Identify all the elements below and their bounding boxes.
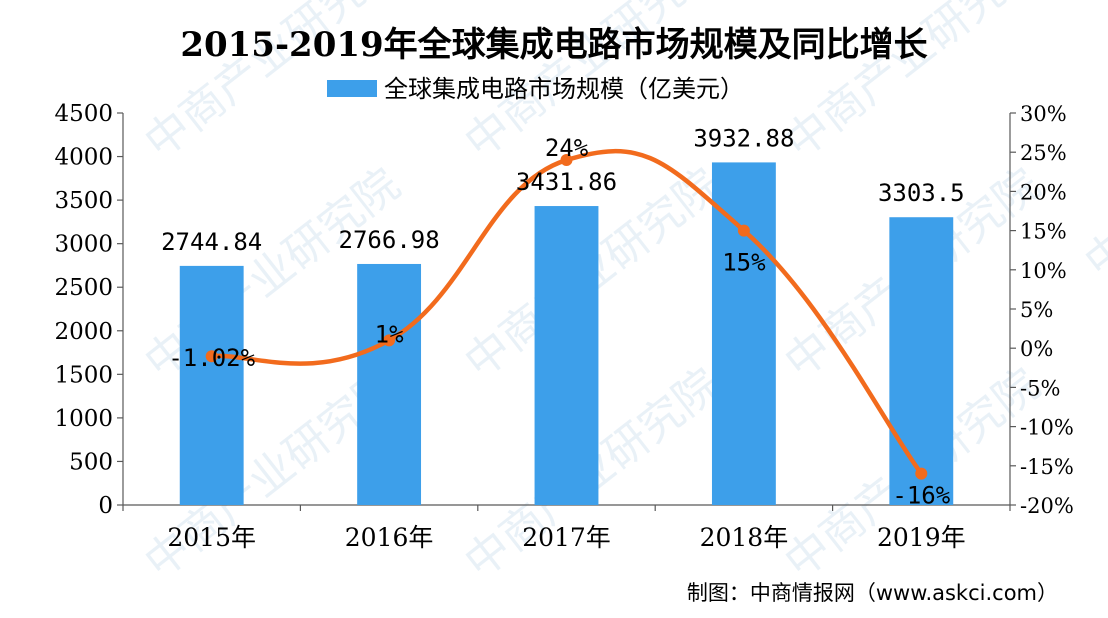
bar	[889, 217, 954, 505]
source-note: 制图：中商情报网（www.askci.com）	[687, 581, 1058, 605]
x-tick-label: 2015年	[167, 523, 256, 552]
y-left-tick-label: 2000	[54, 319, 113, 345]
y-right-tick-label: 30%	[1020, 102, 1067, 126]
bar	[711, 162, 776, 505]
line-point	[383, 334, 396, 347]
legend: 全球集成电路市场规模（亿美元）	[327, 75, 744, 103]
bar-value-label: 3303.5	[878, 179, 965, 207]
legend-swatch	[327, 80, 377, 97]
y-right-tick-label: 15%	[1020, 220, 1067, 244]
bar-series	[179, 162, 954, 505]
x-tick-label: 2016年	[345, 523, 434, 552]
y-right-tick-label: 20%	[1020, 180, 1067, 204]
y-right-tick-label: -10%	[1020, 416, 1074, 440]
line-point	[205, 350, 218, 363]
y-left-tick-label: 3500	[54, 188, 113, 214]
y-left-tick-label: 3000	[54, 232, 113, 258]
y-right-tick-label: 25%	[1020, 141, 1067, 165]
y-left-tick-label: 4000	[54, 145, 113, 171]
bar	[534, 206, 599, 505]
bar-value-label: 2766.98	[339, 226, 440, 254]
bar	[357, 263, 422, 505]
y-right-tick-label: -5%	[1020, 376, 1060, 400]
y-left-tick-label: 4500	[54, 101, 113, 127]
y-left-tick-label: 1000	[54, 406, 113, 432]
line-point	[737, 224, 750, 237]
axes: 0 500 1000 1500 2000 2500 3000 3500 4000 4500 -20%…	[54, 101, 1073, 552]
y-left-tick-label: 0	[98, 493, 113, 519]
bar-value-label: 2744.84	[161, 228, 262, 256]
chart-title: 2015-2019年全球集成电路市场规模及同比增长	[180, 25, 927, 65]
x-tick-label: 2018年	[700, 523, 789, 552]
bar	[179, 265, 244, 505]
line-value-label: 24%	[545, 134, 589, 162]
data-labels: 2744.84 2766.98 3431.86 3932.88 3303.5 -1.02%…	[161, 124, 965, 509]
y-right-tick-label: -20%	[1020, 494, 1074, 518]
bar-value-label: 3932.88	[693, 124, 794, 152]
y-right-tick-label: -15%	[1020, 455, 1074, 479]
line-value-label: 1%	[375, 320, 404, 348]
y-left-tick-label: 2500	[54, 275, 113, 301]
line-series	[205, 148, 928, 480]
line-point	[915, 467, 928, 480]
y-right-tick-label: 5%	[1020, 298, 1053, 322]
line-value-label: -16%	[892, 482, 950, 510]
bar-value-label: 3431.86	[516, 168, 617, 196]
line-point	[560, 154, 573, 167]
line-value-label: -1.02%	[168, 344, 255, 372]
x-tick-label: 2019年	[877, 523, 966, 552]
watermark-text: 中商产业研究院	[1075, 59, 1108, 289]
y-left-tick-label: 500	[69, 449, 113, 475]
legend-label: 全球集成电路市场规模（亿美元）	[384, 75, 744, 103]
y-right-tick-label: 0%	[1020, 337, 1053, 361]
x-tick-label: 2017年	[522, 523, 611, 552]
line-value-label: 15%	[722, 249, 766, 277]
y-left-tick-label: 1500	[54, 362, 113, 388]
y-right-tick-label: 10%	[1020, 259, 1067, 283]
